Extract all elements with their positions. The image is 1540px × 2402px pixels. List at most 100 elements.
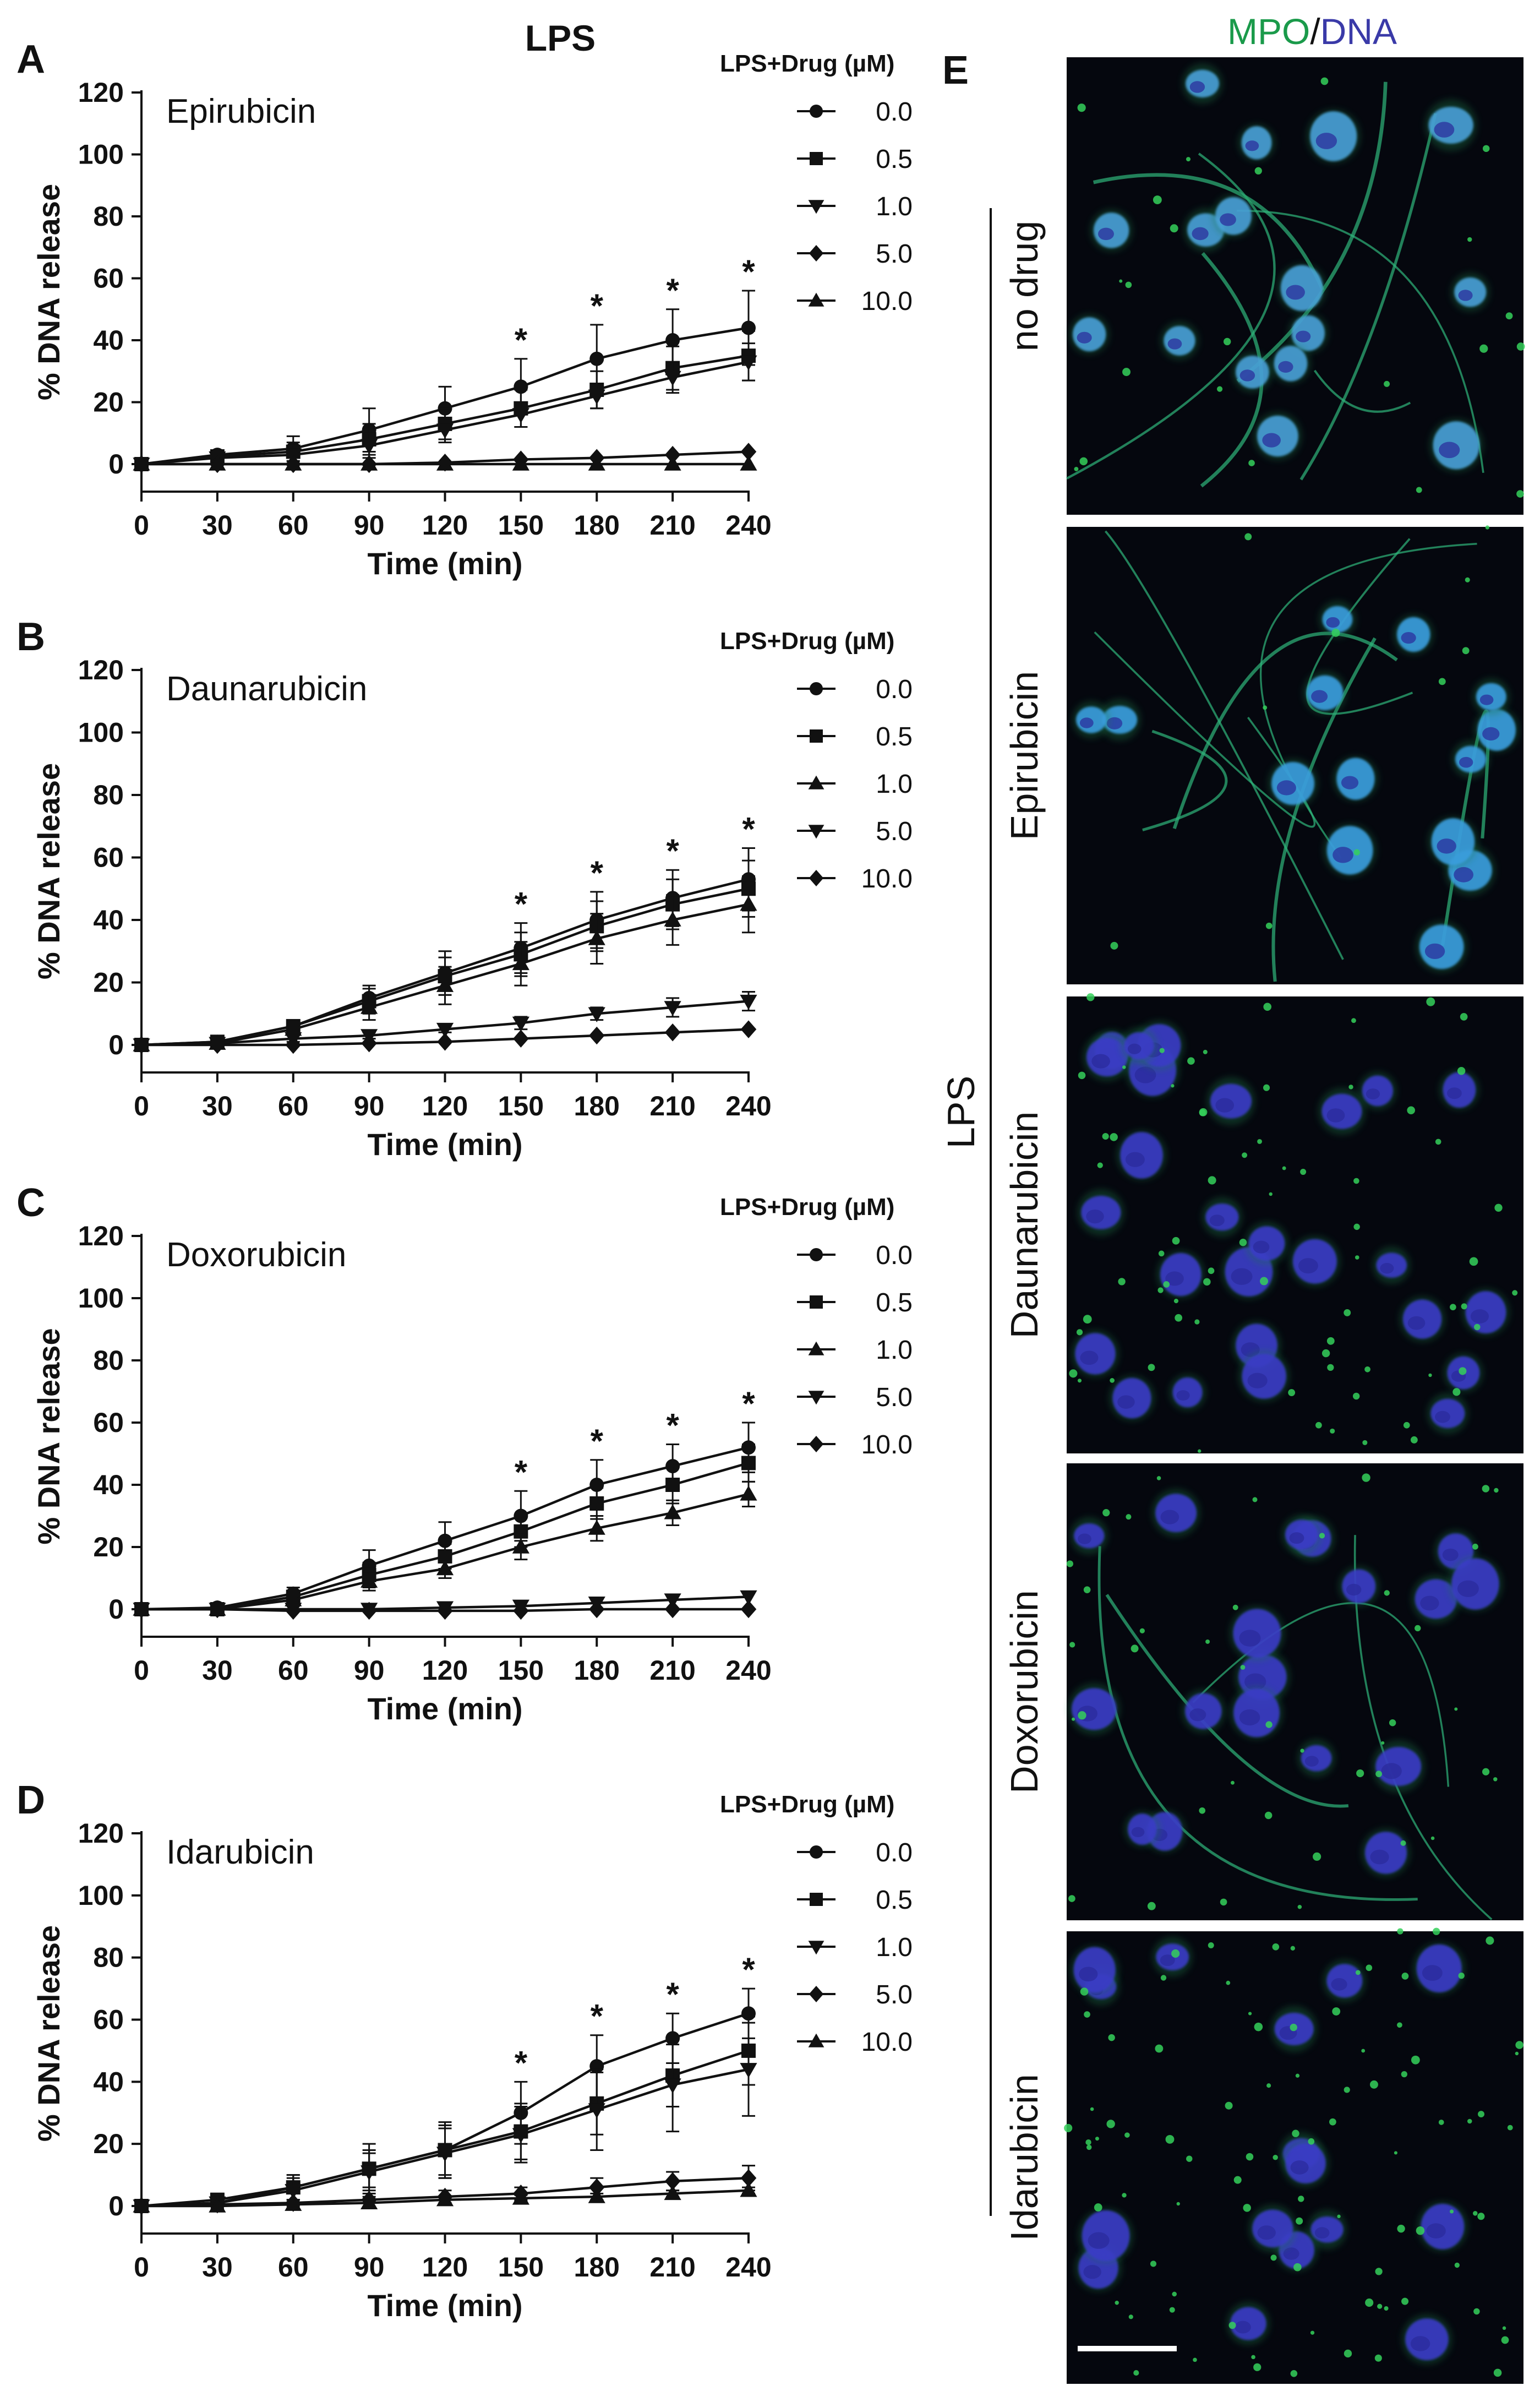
net-fiber <box>1172 631 1398 830</box>
legend-marker <box>810 1893 823 1906</box>
data-point <box>665 1478 680 1492</box>
x-tick-label: 210 <box>649 510 695 541</box>
x-axis-label: Time (min) <box>367 546 522 581</box>
data-point <box>664 1504 681 1519</box>
mpo-speckle <box>1225 2101 1233 2110</box>
mpo-speckle <box>1254 167 1262 175</box>
significance-star: * <box>666 272 679 309</box>
x-tick-label: 30 <box>202 1655 233 1686</box>
data-point <box>741 1456 756 1470</box>
mpo-speckle <box>1361 2049 1366 2053</box>
legend-label: 0.0 <box>876 1838 913 1867</box>
stain-mpo: MPO <box>1227 11 1310 52</box>
mpo-speckle <box>1220 1898 1227 1906</box>
data-point <box>664 371 681 386</box>
mpo-speckle <box>1208 1267 1215 1274</box>
nucleus-lobe <box>1314 2227 1330 2239</box>
y-tick-label: 60 <box>93 1407 124 1438</box>
mpo-speckle <box>1240 1665 1246 1670</box>
mpo-speckle <box>1438 2120 1444 2125</box>
mpo-speckle <box>1296 2217 1303 2225</box>
mpo-speckle <box>1172 2291 1177 2297</box>
nucleus-lobe <box>1131 1827 1145 1838</box>
legend-title: LPS+Drug (µM) <box>720 628 894 655</box>
nucleus-lobe <box>1420 1595 1439 1611</box>
mpo-speckle <box>1160 1975 1167 1981</box>
mpo-speckle <box>1153 195 1162 204</box>
series-0.0 <box>134 847 756 1052</box>
data-point <box>436 2147 454 2162</box>
mpo-speckle <box>1074 467 1079 471</box>
legend-marker <box>810 105 823 118</box>
mpo-speckle <box>1458 1972 1465 1979</box>
legend-label: 1.0 <box>876 1336 913 1365</box>
data-point <box>588 930 605 945</box>
y-tick-label: 120 <box>78 655 124 685</box>
nucleus-lobe <box>1278 361 1293 373</box>
y-tick-label: 40 <box>93 2066 124 2097</box>
mpo-speckle <box>1102 1509 1110 1517</box>
mpo-speckle <box>1472 1543 1478 1550</box>
micrograph-stack: no drug Epirubicin Daunarubicin Doxorubicin… <box>1003 57 1525 2384</box>
legend-label: 10.0 <box>861 287 913 316</box>
nucleus-lobe <box>1160 1954 1175 1967</box>
mpo-speckle <box>1374 2354 1382 2362</box>
mpo-speckle <box>1516 342 1525 351</box>
data-point <box>361 455 378 471</box>
legend-label: 5.0 <box>876 1383 913 1412</box>
mpo-speckle <box>1494 1488 1499 1493</box>
nucleus-lobe <box>1077 331 1092 344</box>
mpo-speckle <box>1080 1987 1089 1996</box>
data-point <box>133 455 150 471</box>
net-fiber <box>1299 113 1437 481</box>
y-tick-label: 100 <box>78 1880 124 1911</box>
mpo-speckle <box>1300 1749 1304 1753</box>
nucleus-lobe <box>1080 1350 1099 1365</box>
mpo-speckle <box>1264 1811 1273 1820</box>
data-point <box>740 2169 757 2187</box>
mpo-speckle <box>1515 2041 1523 2049</box>
y-axis-label: % DNA release <box>31 1328 66 1544</box>
x-tick-label: 180 <box>574 1655 620 1686</box>
data-point <box>740 1020 757 1038</box>
nucleus-lobe <box>1341 776 1359 789</box>
mpo-speckle <box>1467 237 1472 242</box>
x-tick-label: 90 <box>354 1655 385 1686</box>
nucleus-lobe <box>1117 1395 1135 1409</box>
mpo-speckle <box>1479 344 1488 353</box>
mpo-speckle <box>1273 2155 1278 2160</box>
mpo-speckle <box>1078 1071 1086 1080</box>
data-point <box>133 1600 150 1619</box>
data-point <box>664 1001 681 1016</box>
micrograph-label: no drug <box>1003 221 1046 351</box>
mpo-speckle <box>1353 849 1360 856</box>
mpo-speckle <box>1077 1379 1082 1383</box>
x-tick-label: 0 <box>134 510 149 541</box>
mpo-speckle <box>1243 2204 1251 2212</box>
mpo-speckle <box>1251 2355 1255 2360</box>
chart-b: 0 20 40 60 80 100 120 0 30 60 90 120 150 180 210 240 Tim… <box>17 615 913 1162</box>
mpo-speckle <box>1126 1514 1132 1520</box>
mpo-speckle <box>1270 2254 1277 2261</box>
mpo-speckle <box>1298 2196 1304 2202</box>
nucleus-lobe <box>1470 1309 1489 1323</box>
mpo-speckle <box>1494 1203 1503 1212</box>
mpo-speckle <box>1384 2306 1389 2311</box>
nucleus-lobe <box>1381 1763 1402 1779</box>
microscopy-panel: E MPO/DNA LPS no drug Epirubicin Daunarubi… <box>940 11 1525 2384</box>
significance-star: * <box>515 1453 528 1490</box>
mpo-speckle <box>1384 380 1390 387</box>
mpo-speckle <box>1097 1162 1103 1168</box>
data-point <box>436 1022 454 1038</box>
mpo-speckle <box>1512 1290 1518 1296</box>
mpo-speckle <box>1170 224 1178 233</box>
micrograph-label: Idarubicin <box>1003 2074 1046 2241</box>
nucleus-lobe <box>1407 1316 1426 1330</box>
legend-marker <box>808 1341 824 1355</box>
mpo-speckle <box>1381 1741 1385 1745</box>
nucleus-lobe <box>1176 1390 1190 1401</box>
mpo-speckle <box>1482 145 1490 152</box>
y-tick-label: 40 <box>93 905 124 935</box>
mpo-speckle <box>1228 2322 1236 2329</box>
mpo-speckle <box>1482 1768 1490 1775</box>
